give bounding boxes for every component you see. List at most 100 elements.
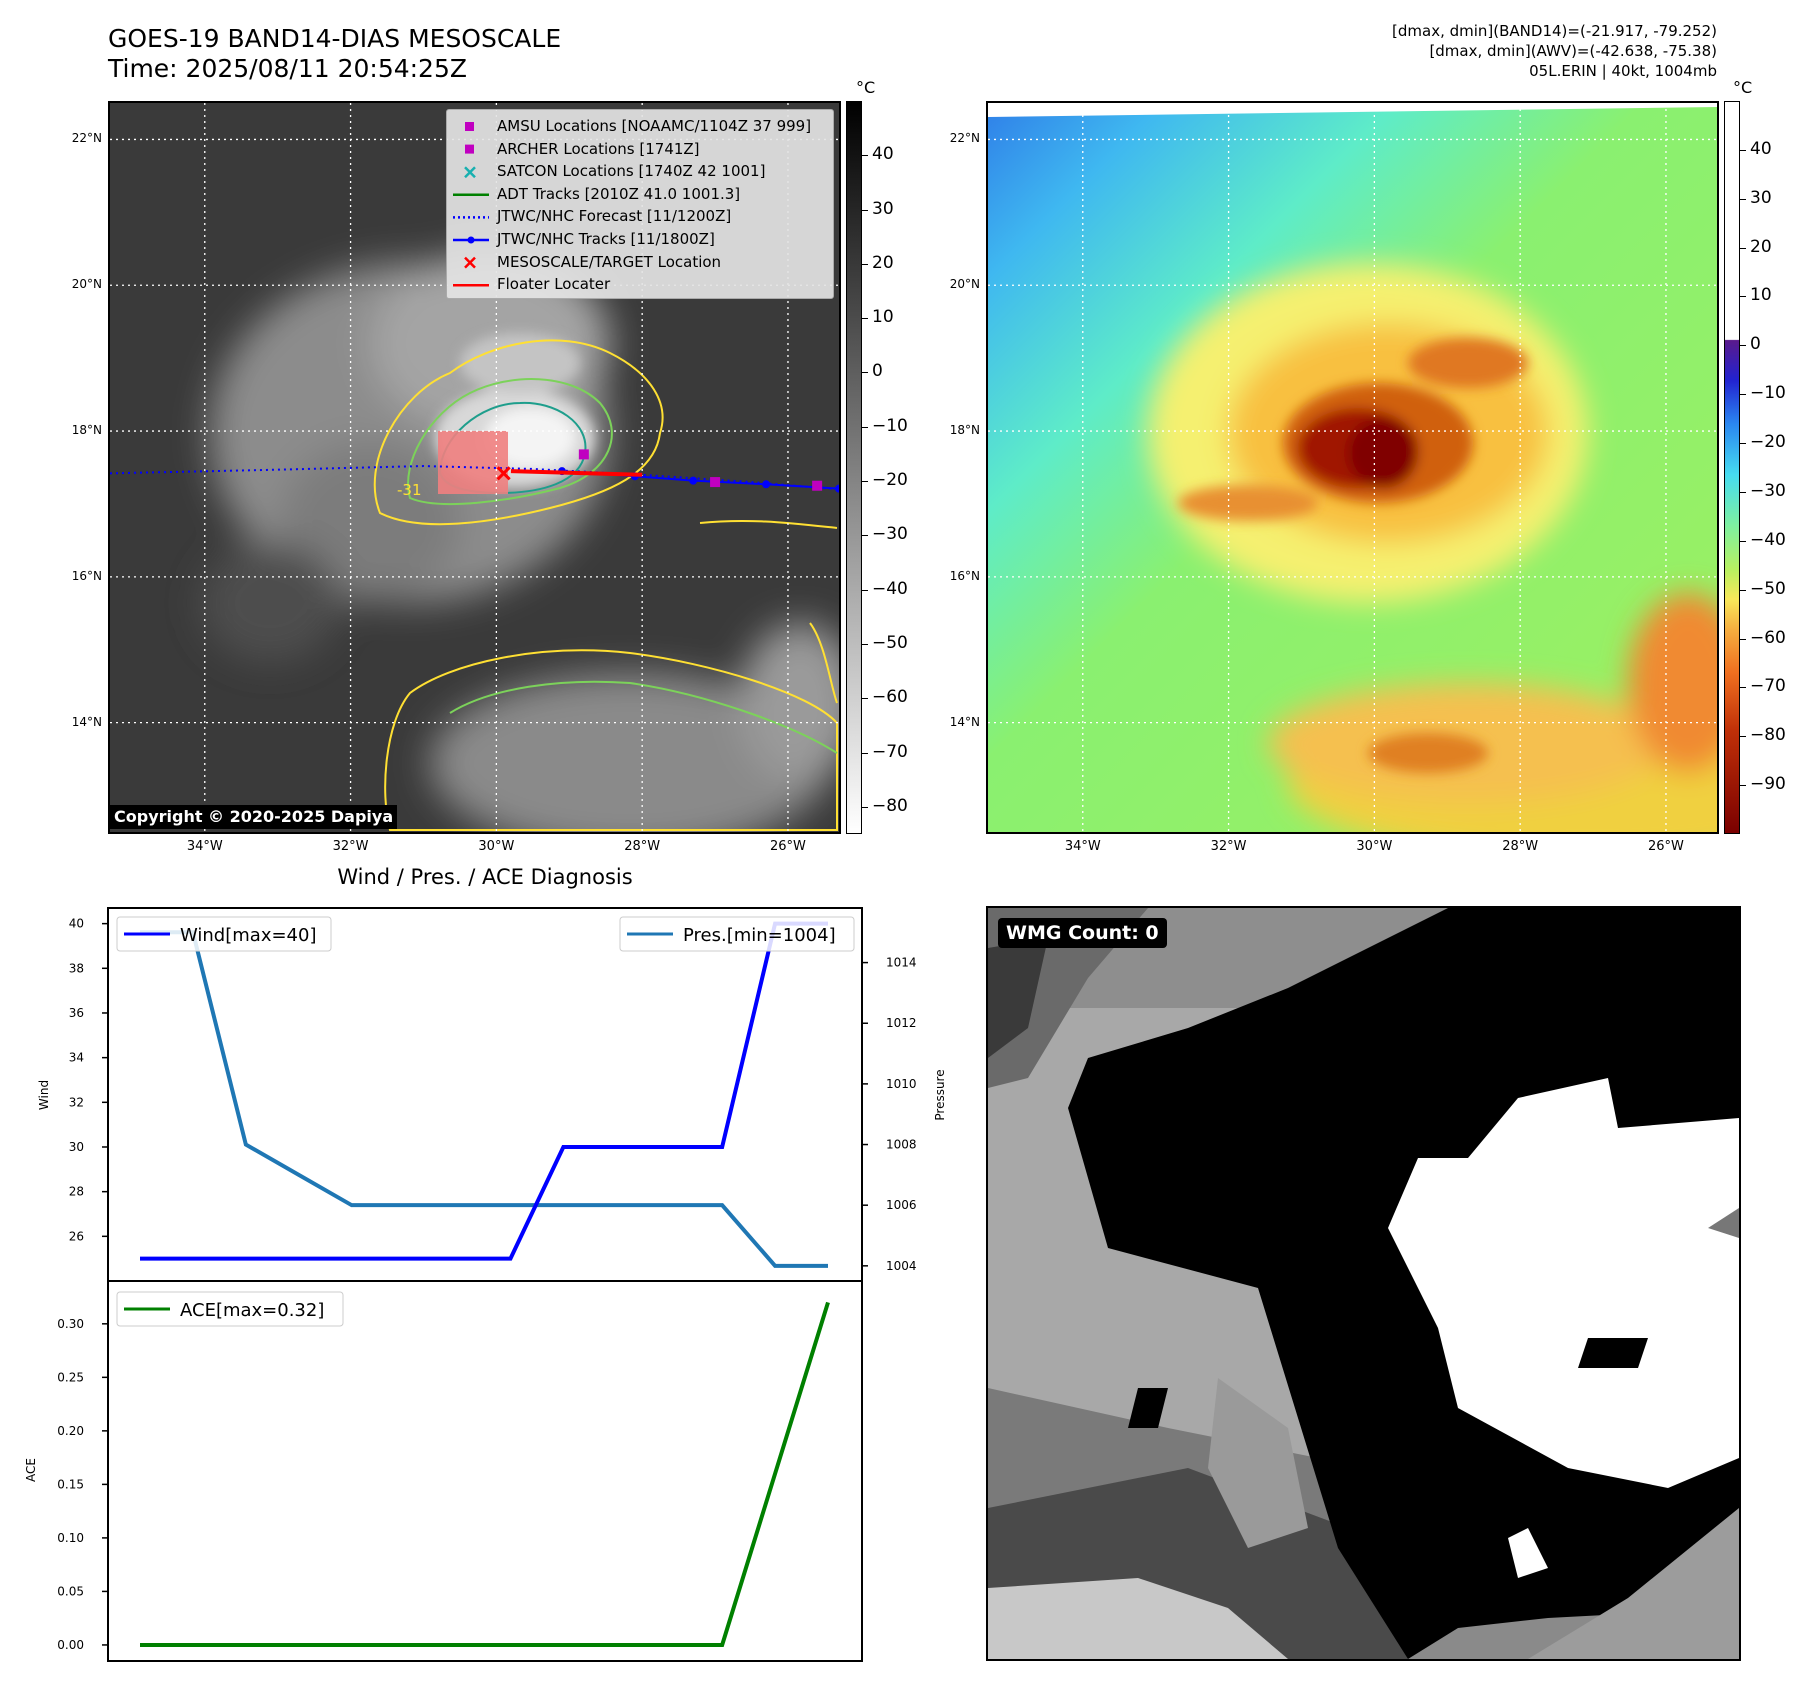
colorbar-tick-label: −40	[1750, 529, 1786, 550]
legend-marker-dot	[467, 236, 475, 244]
legend-marker-x	[464, 256, 476, 269]
legend-marker-x	[464, 166, 476, 179]
colorbar-tick	[862, 263, 868, 265]
colorbar-tick	[1740, 443, 1746, 445]
colorbar-tick	[862, 589, 868, 591]
ace-series	[140, 1301, 830, 1647]
colorbar-tick	[1740, 247, 1746, 249]
colorbar-tick-label: −80	[872, 795, 908, 816]
wmg-count-badge: WMG Count: 0	[998, 918, 1167, 948]
colorbar-tick	[862, 535, 868, 537]
legend-entry-label: MESOSCALE/TARGET Location	[497, 252, 722, 271]
pressure-tick-label: 1014	[886, 956, 917, 970]
pressure-tick-label: 1004	[886, 1259, 917, 1273]
wind-tick-label: 38	[69, 961, 84, 975]
colorbar-tick-label: −40	[872, 578, 908, 599]
amsu-location-point	[578, 449, 589, 460]
colorbar-tick	[1740, 149, 1746, 151]
ace-line	[140, 1301, 830, 1647]
lon-tick-label: 30°W	[478, 839, 515, 854]
wind-series	[140, 921, 828, 1268]
ace-tick-label: 0.20	[57, 1424, 84, 1438]
colorbar-tick	[1740, 198, 1746, 200]
colorbar-tick-label: −20	[1750, 432, 1786, 453]
amsu-location-point	[812, 480, 823, 491]
lon-tick-label: 26°W	[770, 839, 806, 854]
colorbar-tick	[1740, 394, 1746, 396]
pressure-axis-label: Pressure	[933, 1069, 947, 1120]
wind-tick-label: 28	[69, 1185, 84, 1199]
colorbar-tick	[862, 209, 868, 211]
lon-tick-label: 32°W	[1210, 839, 1247, 854]
colorbar-tick	[862, 426, 868, 428]
colorbar-tick	[862, 372, 868, 374]
ace-legend-label: ACE[max=0.32]	[180, 1300, 324, 1321]
colorbar-tick	[1740, 296, 1746, 298]
pressure-tick-label: 1012	[886, 1016, 917, 1030]
colorbar-tick	[1740, 736, 1746, 738]
wind-legend: Wind[max=40]	[116, 916, 332, 952]
map-legend: AMSU Locations [NOAAMC/1104Z 37 999] ARCH…	[446, 109, 834, 299]
wind-tick-label: 36	[69, 1006, 84, 1020]
colorbar-tick-label: −50	[1750, 578, 1786, 599]
wind-line	[140, 921, 828, 1261]
lat-tick-label: 22°N	[949, 131, 980, 146]
colorbar-tick	[1740, 540, 1746, 542]
pressure-line	[140, 930, 828, 1268]
ir-map-panel: -31 Copyright © 2020-2025 Dapiya AMSU Lo…	[108, 101, 841, 834]
colorbar-tick-label: −80	[1750, 725, 1786, 746]
lon-tick-label: 34°W	[1064, 839, 1101, 854]
ace-tick-label: 0.15	[57, 1477, 84, 1491]
awv-colorbar-unit: °C	[1733, 78, 1753, 97]
lon-tick-label: 26°W	[1648, 839, 1684, 854]
wind-legend-label: Wind[max=40]	[180, 925, 317, 946]
legend-entry-label: SATCON Locations [1740Z 42 1001]	[497, 162, 766, 181]
awv-colorbar	[1724, 101, 1740, 834]
colorbar-tick-label: −50	[872, 632, 908, 653]
ace-tick-label: 0.10	[57, 1531, 84, 1545]
legend-entry-label: JTWC/NHC Tracks [11/1800Z]	[497, 230, 715, 248]
best-track-point	[689, 476, 698, 485]
diagnosis-chart: 26 28 30 32 34 36 38 40 1004 1006 1008 1010 1012 101…	[24, 907, 947, 1662]
ir-colorbar-unit: °C	[856, 78, 876, 97]
colorbar-tick	[862, 806, 868, 808]
contour-label: -31	[397, 481, 422, 499]
legend-markers	[453, 122, 489, 287]
colorbar-tick-label: 0	[872, 361, 883, 382]
legend-entry-label: JTWC/NHC Forecast [11/1200Z]	[497, 207, 732, 226]
pressure-tick-label: 1006	[886, 1198, 917, 1212]
colorbar-tick-label: 30	[872, 198, 894, 219]
colorbar-tick	[862, 752, 868, 754]
lon-tick-label: 28°W	[1502, 839, 1539, 854]
colorbar-tick-label: −10	[872, 415, 908, 436]
lat-tick-label: 20°N	[949, 277, 980, 292]
ace-tick-label: 0.30	[57, 1317, 84, 1331]
pressure-legend: Pres.[min=1004]	[619, 916, 855, 952]
colorbar-tick-label: −90	[1750, 774, 1786, 795]
ace-legend: ACE[max=0.32]	[116, 1291, 344, 1327]
target-location-marker	[496, 466, 511, 481]
legend-entry-label: ADT Tracks [2010Z 41.0 1001.3]	[497, 184, 741, 203]
legend-marker-square	[465, 144, 474, 154]
lat-tick-label: 18°N	[949, 423, 980, 438]
colorbar-tick-label: 40	[1750, 138, 1772, 159]
wmg-panel: WMG Count: 0	[986, 906, 1741, 1661]
colorbar-tick	[862, 318, 868, 320]
info-line1: [dmax, dmin](BAND14)=(-21.917, -79.252)	[1392, 22, 1717, 40]
lat-tick-label: 16°N	[71, 568, 102, 583]
wind-tick-label: 40	[69, 917, 84, 931]
colorbar-tick	[1740, 589, 1746, 591]
diagnosis-title: Wind / Pres. / ACE Diagnosis	[337, 865, 633, 889]
colorbar-tick-label: 10	[872, 307, 894, 328]
colorbar-tick	[1740, 491, 1746, 493]
ace-plot-frame	[107, 1280, 863, 1662]
lat-tick-label: 14°N	[71, 714, 102, 729]
legend-entry-label: AMSU Locations [NOAAMC/1104Z 37 999]	[497, 117, 812, 135]
legend-entry-label: ARCHER Locations [1741Z]	[497, 139, 700, 158]
legend-labels: AMSU Locations [NOAAMC/1104Z 37 999] ARCH…	[497, 110, 833, 298]
ace-tick-label: 0.05	[57, 1584, 84, 1598]
wind-pressure-plot-frame	[107, 907, 863, 1282]
ir-colorbar	[846, 101, 862, 834]
lat-tick-label: 18°N	[71, 423, 102, 438]
figure-title-line1: GOES-19 BAND14-DIAS MESOSCALE	[108, 24, 562, 53]
